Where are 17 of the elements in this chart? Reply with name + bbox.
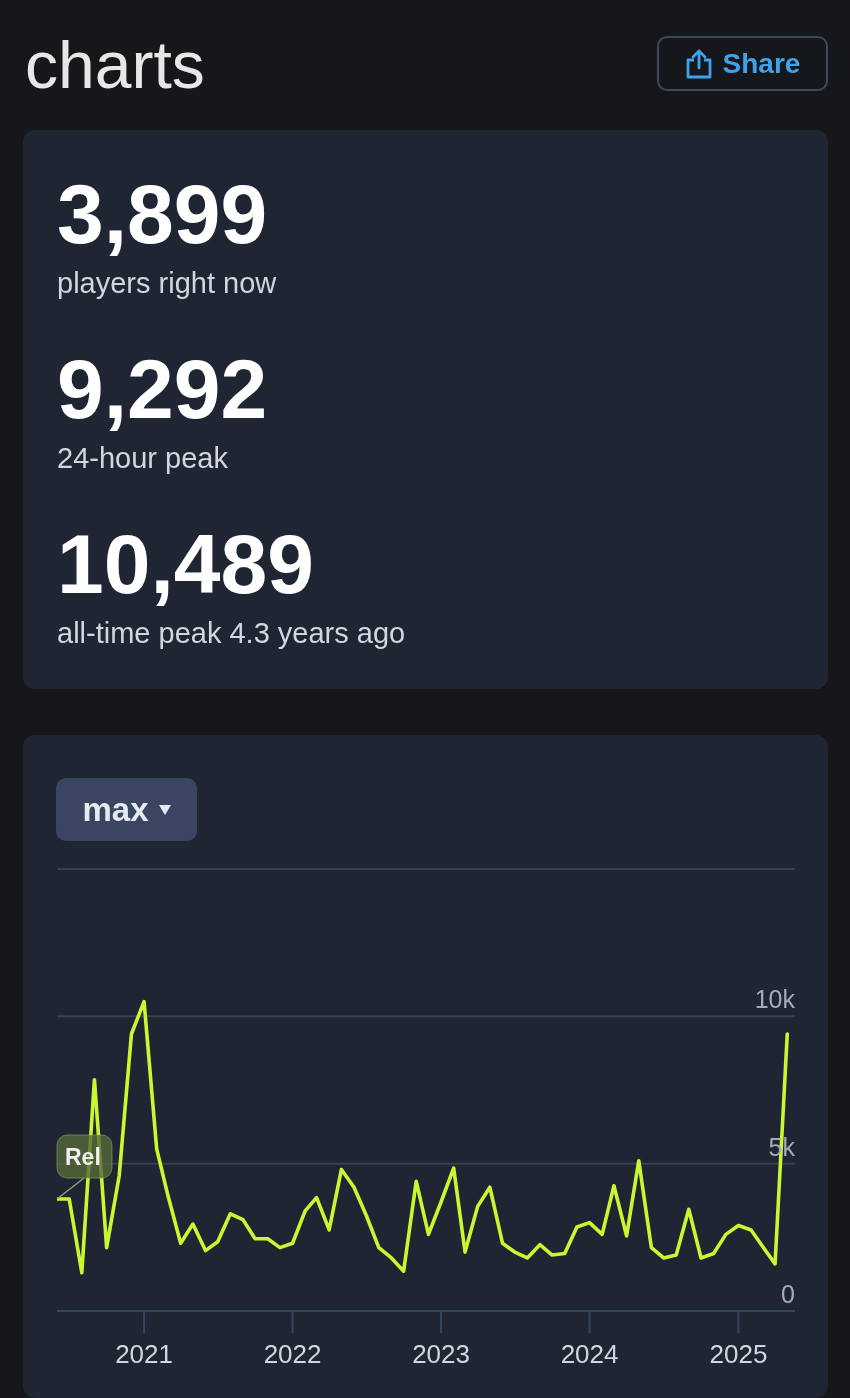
text: 3,899 [57, 167, 268, 261]
x-tick-label: 2023 [412, 1339, 470, 1370]
x-tick-label: 2021 [115, 1339, 173, 1370]
range-dropdown: max [56, 778, 197, 841]
text: charts [25, 28, 205, 102]
text: all-time peak 4.3 years ago [57, 616, 406, 650]
text: 10,489 [57, 517, 314, 611]
y-tick-label: 0 [781, 1280, 795, 1308]
text: 24-hour peak [57, 441, 228, 475]
x-tick-label: 2025 [709, 1339, 768, 1370]
share-button: Share [657, 36, 828, 91]
y-tick-label: 10k [754, 985, 796, 1014]
text: 9,292 [57, 342, 268, 436]
x-tick-label: 2022 [263, 1339, 322, 1370]
x-tick-label: 2024 [560, 1339, 619, 1370]
text: players right now [57, 266, 277, 300]
annotation: Rel [65, 1144, 101, 1171]
